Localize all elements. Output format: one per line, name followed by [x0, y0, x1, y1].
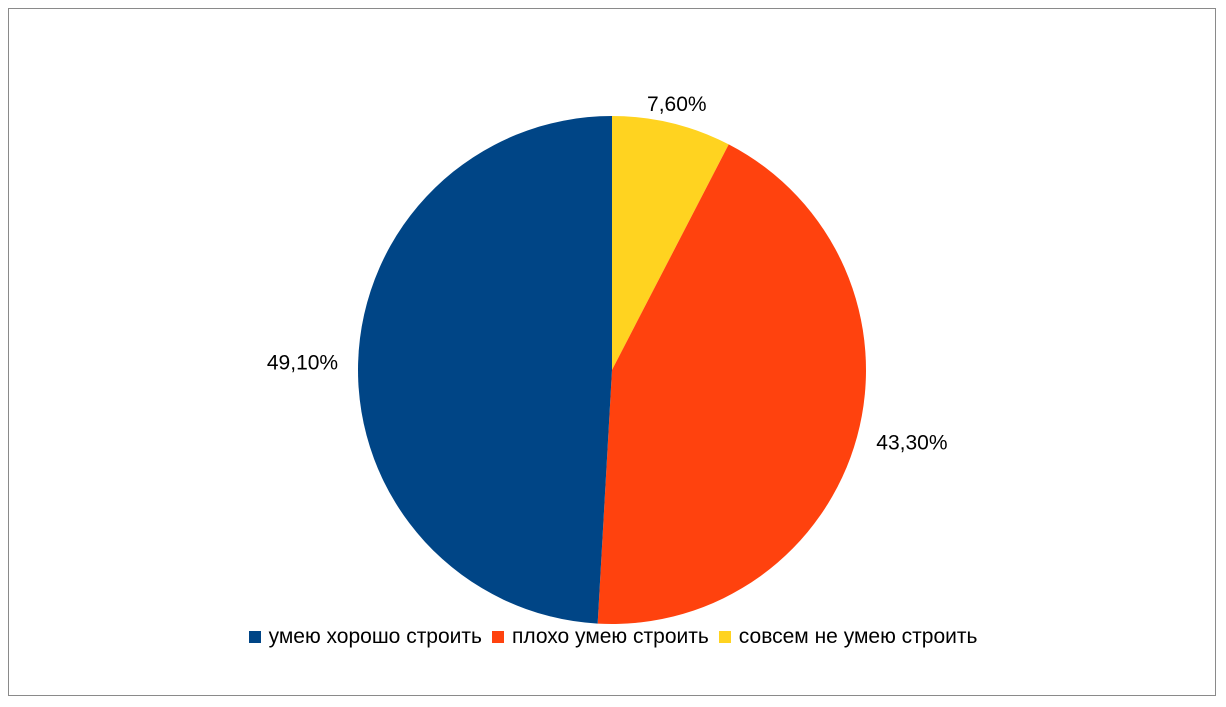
legend-item-none: совсем не умею строить	[718, 625, 978, 649]
pie-slice-2	[597, 144, 866, 624]
legend-swatch	[718, 631, 731, 643]
chart-legend: умею хорошо строить плохо умею строить с…	[0, 625, 1226, 649]
legend-label: плохо умею строить	[511, 625, 709, 648]
legend-swatch	[491, 631, 504, 643]
legend-label: совсем не умею строить	[738, 625, 978, 648]
legend-item-good: умею хорошо строить	[248, 625, 482, 649]
pie-labels: 7,60% 43,30% 49,10%	[267, 93, 948, 455]
legend-item-poor: плохо умею строить	[491, 625, 709, 649]
pie-slice-3	[358, 116, 612, 624]
pie-slices	[358, 116, 866, 624]
pie-data-label: 49,10%	[267, 351, 338, 374]
pie-data-label: 43,30%	[876, 431, 947, 454]
legend-label: умею хорошо строить	[268, 625, 482, 648]
pie-data-label: 7,60%	[647, 93, 707, 116]
legend-swatch	[248, 631, 261, 643]
pie-slice-1	[612, 116, 729, 370]
